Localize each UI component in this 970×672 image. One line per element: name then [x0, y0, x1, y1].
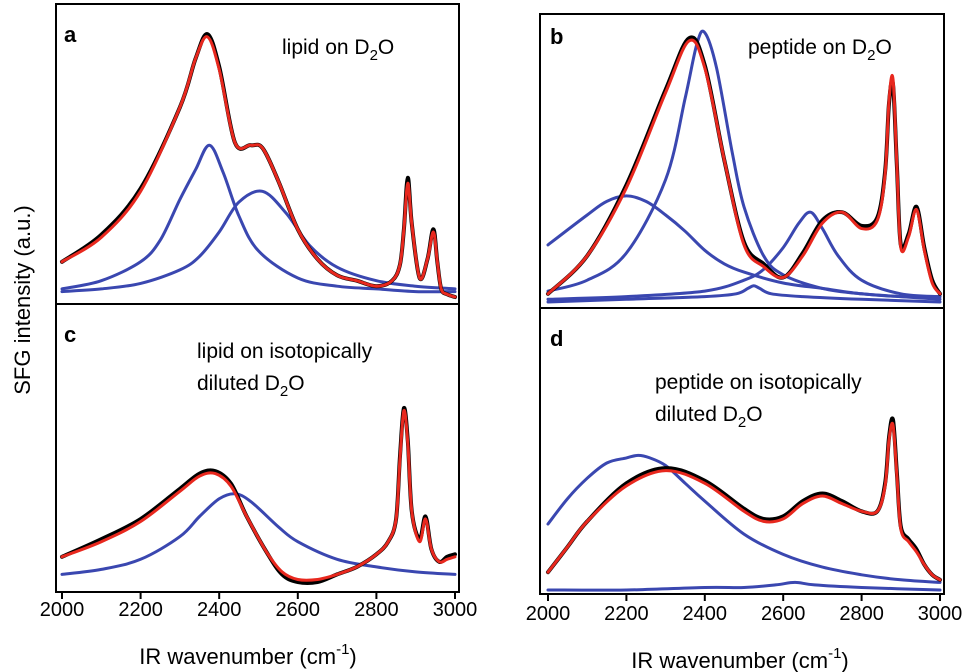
- panel-a-component-1-line: [60, 143, 457, 294]
- x-tick-label-right-2200: 2200: [604, 603, 649, 625]
- x-tick-label-right-2400: 2400: [683, 603, 728, 625]
- panel-b-label: peptide on D2O: [748, 36, 892, 64]
- x-tick-label-right-2000: 2000: [526, 603, 571, 625]
- panel-c-component-1-line: [60, 492, 457, 576]
- panel-d-frame: [539, 307, 945, 595]
- panel-letter-d: d: [550, 326, 563, 351]
- panel-d-label-line2: diluted D2O: [655, 403, 763, 431]
- panel-d-fit-line: [546, 421, 942, 582]
- panel-b-component-3-line: [546, 210, 942, 301]
- y-axis-label: SFG intensity (a.u.): [10, 205, 35, 395]
- plot-a: [60, 32, 457, 299]
- x-tick-label-right-2600: 2600: [761, 603, 806, 625]
- panel-d-component-2-line: [546, 580, 942, 592]
- x-axis-label-right: IR wavenumber (cm-1): [631, 645, 849, 672]
- x-ticks-right: 2000 2200 2400 2600 2800 3000: [526, 594, 963, 625]
- panel-letter-c: c: [64, 322, 76, 347]
- panel-a-fit-line: [60, 35, 457, 299]
- plot-b: [546, 29, 942, 304]
- panel-b-component-2-line: [546, 29, 942, 301]
- panel-b-component-4-line: [546, 284, 942, 304]
- x-tick-label-left-3000: 3000: [433, 599, 478, 621]
- x-tick-label-right-3000: 3000: [918, 603, 963, 625]
- x-axis-label-left: IR wavenumber (cm-1): [139, 641, 357, 669]
- plot-d: [546, 416, 942, 592]
- panel-b-fit-line: [546, 38, 942, 296]
- x-tick-label-right-2800: 2800: [839, 603, 884, 625]
- panel-c-data-line: [60, 406, 457, 585]
- panel-a-frame: [55, 3, 460, 305]
- panel-a-data-line: [60, 32, 457, 299]
- panel-letter-b: b: [550, 24, 563, 49]
- panel-c-label-line2: diluted D2O: [197, 372, 305, 400]
- panel-a-component-2-line: [60, 189, 457, 294]
- panel-d-label-line1: peptide on isotopically: [655, 371, 862, 394]
- panel-a-label: lipid on D2O: [282, 36, 394, 64]
- x-ticks-left: 2000 2200 2400 2600 2800 3000: [40, 592, 478, 621]
- x-tick-label-left-2000: 2000: [40, 599, 85, 621]
- panel-c-label-line1: lipid on isotopically: [197, 340, 373, 363]
- x-tick-label-left-2400: 2400: [197, 599, 242, 621]
- panel-d-component-1-line: [546, 453, 942, 584]
- x-tick-label-left-2600: 2600: [276, 599, 321, 621]
- panel-letter-a: a: [64, 22, 77, 47]
- x-tick-label-left-2200: 2200: [118, 599, 163, 621]
- plot-c: [60, 406, 457, 585]
- panel-c-frame: [55, 303, 460, 593]
- panel-b-data-line: [546, 35, 942, 296]
- x-tick-label-left-2800: 2800: [354, 599, 399, 621]
- panel-c-fit-line: [60, 409, 457, 582]
